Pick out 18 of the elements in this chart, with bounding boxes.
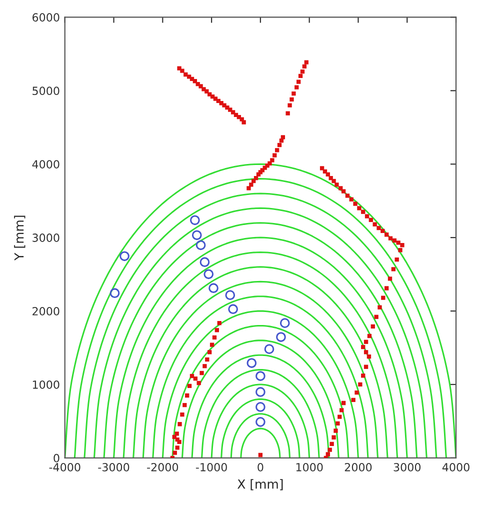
y-tick-label: 4000 [32,160,60,168]
y-tick-label: 6000 [32,13,60,22]
y-tick-label: 2000 [32,306,60,316]
x-tick-label: 3000 [394,462,421,472]
y-tick-label: 3000 [32,234,60,242]
y-tick-label: 1000 [32,380,60,389]
x-tick-label: 0 [258,462,264,472]
y-tick-label: 0 [54,454,60,462]
x-axis-title: X [mm] [237,479,283,490]
x-tick-label: -4000 [49,462,80,472]
x-tick-label: 2000 [344,462,372,472]
y-axis-title: Y [mm] [14,216,26,260]
x-tick-label: 1000 [296,462,323,472]
x-tick-label: -1000 [196,462,227,472]
x-tick-label: -2000 [147,462,178,472]
x-tick-label: 4000 [442,462,470,472]
y-tick-label: 5000 [32,86,60,96]
x-tick-label: -3000 [98,462,130,472]
